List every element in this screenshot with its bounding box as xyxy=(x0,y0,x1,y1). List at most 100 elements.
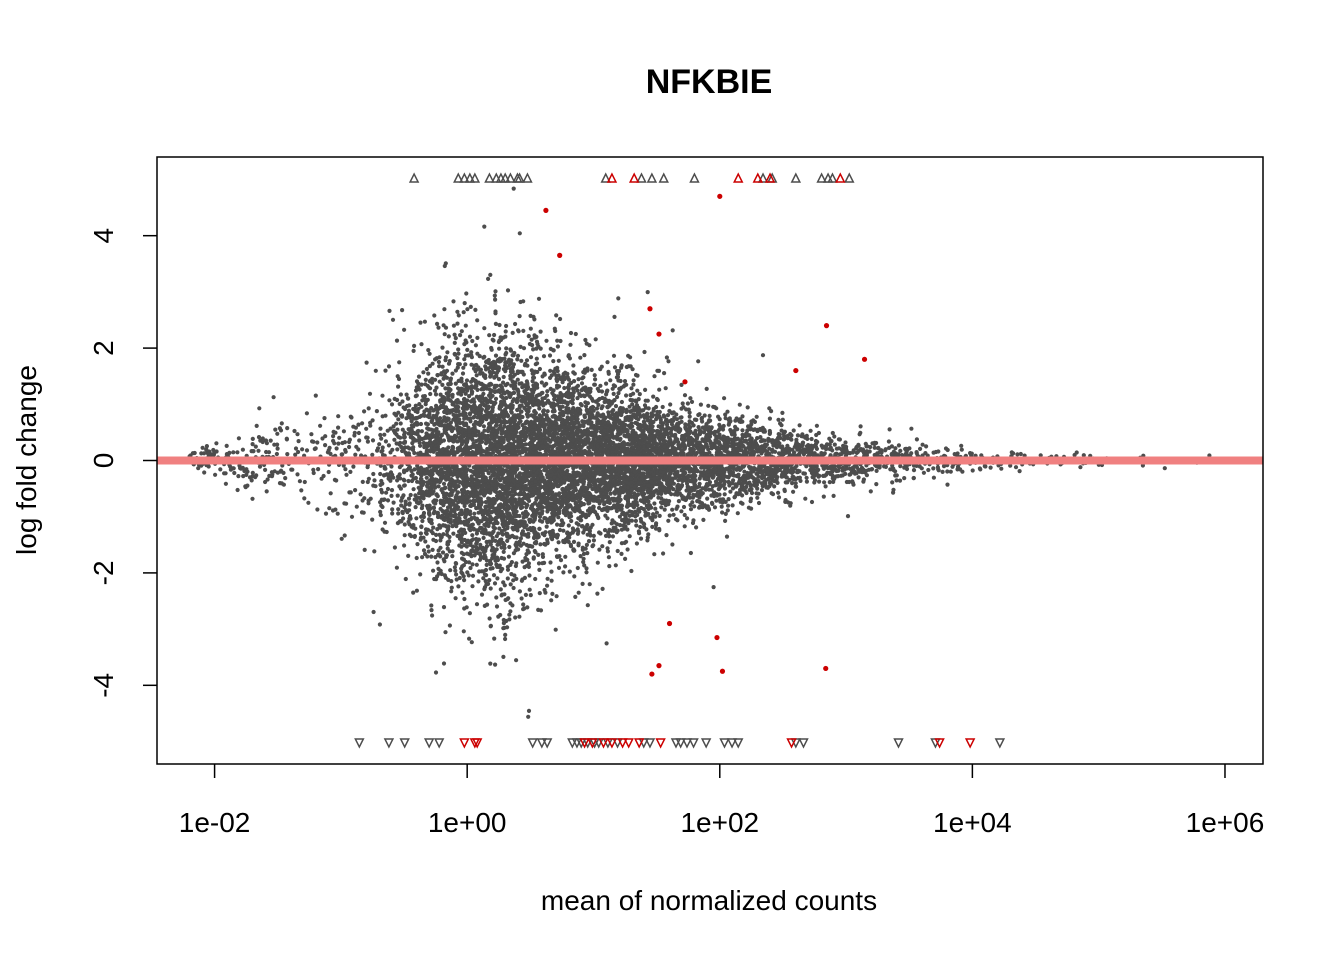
data-point xyxy=(617,514,623,519)
data-point xyxy=(556,540,561,545)
data-point xyxy=(662,371,667,376)
data-point xyxy=(650,524,655,530)
data-point xyxy=(416,385,421,390)
data-point xyxy=(619,365,624,370)
data-point xyxy=(538,329,543,334)
data-point xyxy=(634,523,639,528)
data-point xyxy=(586,539,592,544)
data-point xyxy=(474,562,479,567)
data-point xyxy=(434,532,439,538)
data-point xyxy=(385,498,391,503)
data-point xyxy=(334,446,339,451)
data-point xyxy=(571,363,576,368)
data-point xyxy=(671,418,676,423)
data-point xyxy=(296,439,301,444)
data-point xyxy=(623,556,628,562)
data-point xyxy=(274,451,279,457)
data-point xyxy=(592,382,597,387)
data-point xyxy=(364,426,369,431)
data-point xyxy=(415,429,420,434)
data-point xyxy=(565,535,570,540)
data-point xyxy=(575,444,580,449)
data-point xyxy=(547,353,553,358)
data-point xyxy=(652,552,657,557)
data-point xyxy=(580,581,585,587)
data-point xyxy=(565,468,570,473)
data-point xyxy=(264,489,269,494)
data-point xyxy=(387,308,392,313)
data-point xyxy=(679,382,684,387)
data-point xyxy=(257,406,262,411)
data-point xyxy=(443,630,448,635)
data-point xyxy=(454,577,459,582)
data-point xyxy=(357,438,362,443)
data-point xyxy=(545,389,550,394)
data-point xyxy=(491,529,496,534)
data-point xyxy=(782,429,788,434)
data-point xyxy=(453,512,458,517)
data-point xyxy=(347,439,352,445)
data-point xyxy=(575,413,580,418)
data-point xyxy=(604,641,609,646)
data-point xyxy=(809,499,815,505)
data-point xyxy=(493,479,498,484)
data-point xyxy=(646,532,651,537)
data-point xyxy=(745,450,750,455)
data-point xyxy=(620,511,625,516)
data-point xyxy=(467,394,472,399)
data-point xyxy=(488,586,493,591)
data-point xyxy=(707,450,712,455)
data-point xyxy=(525,605,530,610)
data-point xyxy=(418,421,424,427)
data-point xyxy=(453,336,458,341)
data-point xyxy=(747,487,752,493)
data-point xyxy=(517,589,523,594)
data-point xyxy=(591,538,597,543)
data-point xyxy=(779,423,784,428)
data-point xyxy=(447,623,452,628)
data-point xyxy=(636,417,641,422)
data-point xyxy=(518,536,524,541)
data-point xyxy=(523,592,529,598)
data-point xyxy=(583,404,589,409)
data-point xyxy=(653,466,658,471)
data-point xyxy=(725,409,730,414)
data-point xyxy=(447,539,452,544)
data-point xyxy=(311,470,316,476)
data-point xyxy=(395,478,400,483)
data-point xyxy=(676,478,681,483)
data-point xyxy=(671,410,676,415)
data-point xyxy=(526,564,532,570)
data-point xyxy=(1074,450,1079,455)
data-point xyxy=(503,329,508,334)
data-point xyxy=(670,507,675,512)
data-point xyxy=(470,533,475,538)
data-point xyxy=(492,636,497,641)
data-point xyxy=(573,594,578,600)
data-point xyxy=(556,358,561,363)
data-point xyxy=(240,465,245,470)
data-point xyxy=(462,382,467,387)
data-point xyxy=(419,382,424,387)
data-point xyxy=(664,355,670,360)
data-point xyxy=(501,380,506,385)
data-point xyxy=(450,371,455,376)
data-point xyxy=(266,450,272,455)
data-point xyxy=(430,361,435,366)
data-point xyxy=(396,384,401,389)
data-point xyxy=(554,594,559,599)
data-point xyxy=(611,383,616,388)
data-point xyxy=(399,503,404,508)
data-point xyxy=(241,474,246,479)
data-point xyxy=(717,432,722,437)
data-point xyxy=(538,542,543,547)
data-point xyxy=(380,393,385,398)
data-point xyxy=(864,473,870,478)
data-point xyxy=(612,398,617,403)
data-point xyxy=(776,490,781,495)
data-point xyxy=(518,344,523,349)
data-point xyxy=(712,505,718,510)
data-point xyxy=(868,489,873,494)
data-point xyxy=(544,393,550,398)
data-point xyxy=(505,538,510,544)
